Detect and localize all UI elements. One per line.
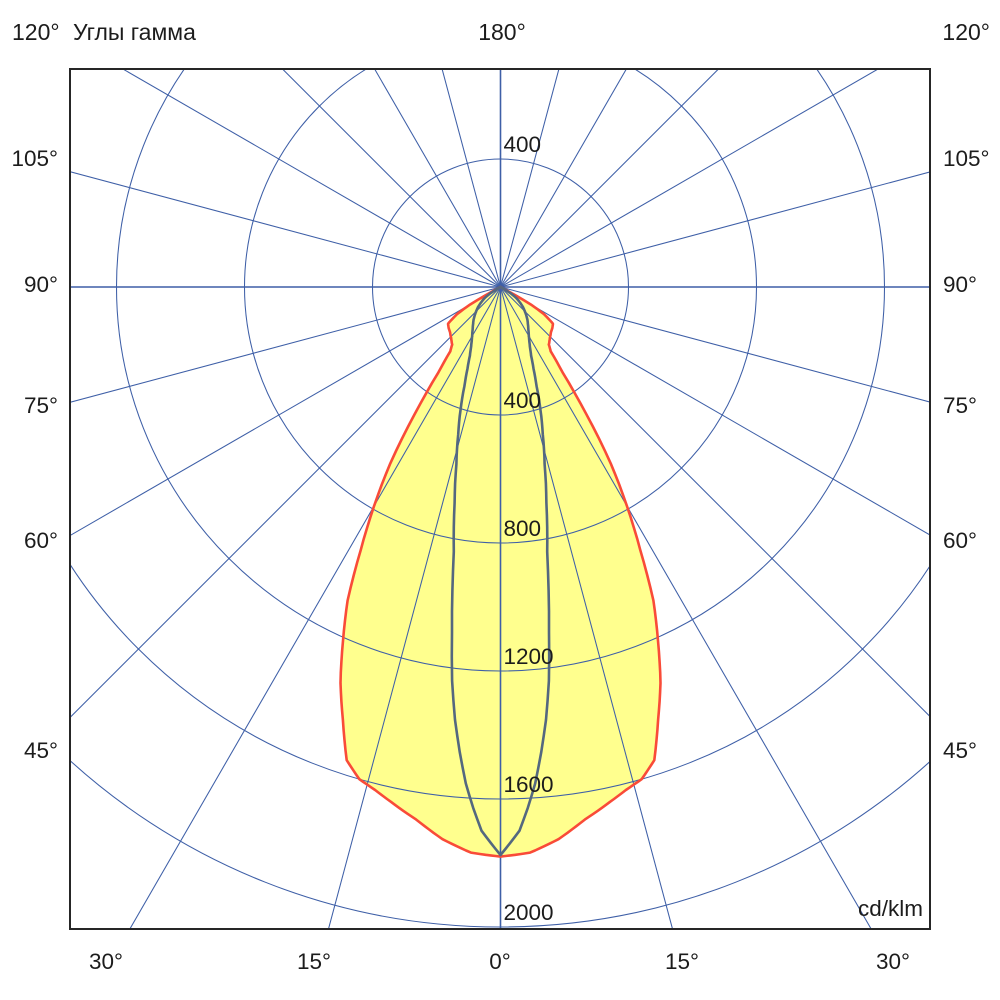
grid-ray [70, 286, 501, 537]
grid-ray [70, 286, 501, 719]
left-angle-label: 60° [24, 528, 58, 553]
right-angle-label: 60° [943, 528, 977, 553]
grid-ray [441, 69, 502, 288]
radial-tick-label: 1200 [504, 644, 554, 669]
grid-ray [281, 69, 501, 288]
grid-ray [500, 286, 930, 403]
top-right-angle-label: 120° [942, 19, 990, 45]
left-angle-label: 75° [24, 393, 58, 418]
right-angle-label: 105° [943, 146, 990, 171]
narrow-beam-curve [450, 285, 551, 857]
left-angle-label: 105° [11, 146, 58, 171]
grid-ray [121, 69, 501, 288]
grid-ray [499, 69, 560, 288]
radial-tick-label: 1600 [504, 772, 554, 797]
radial-tick-label: 400 [504, 388, 542, 413]
grid-ray [500, 69, 720, 288]
bottom-angle-label: 15° [297, 949, 331, 974]
grid-ray [500, 286, 930, 718]
bottom-angle-label: 15° [665, 949, 699, 974]
grid-ray [129, 286, 501, 929]
radial-tick-label: 2000 [504, 900, 554, 925]
left-angle-label: 45° [24, 738, 58, 763]
grid-ray [70, 286, 501, 403]
grid-ray [374, 69, 501, 288]
right-angle-label: 75° [943, 393, 977, 418]
bottom-angle-label: 0° [489, 949, 511, 974]
grid-ray [500, 171, 930, 288]
grid-ray [500, 69, 880, 288]
radial-tick-label: 800 [504, 516, 542, 541]
chart-title: Углы гамма [73, 19, 196, 45]
radial-tick-label-up: 400 [504, 132, 542, 157]
grid-ray [500, 286, 872, 929]
bottom-angle-label: 30° [876, 949, 910, 974]
right-angle-label: 90° [943, 272, 977, 297]
beam-outline [339, 285, 662, 858]
grid-ray [70, 171, 501, 288]
plot-border [69, 68, 931, 930]
grid-ray [499, 286, 674, 929]
left-angle-label: 90° [24, 272, 58, 297]
grid-ray [327, 286, 502, 929]
top-left-angle-label: 120° [12, 19, 60, 45]
unit-label: cd/klm [858, 896, 923, 921]
top-center-angle-label: 180° [478, 19, 526, 45]
bottom-angle-label: 30° [89, 949, 123, 974]
grid-ray [500, 286, 930, 536]
right-angle-label: 45° [943, 738, 977, 763]
grid-ray [500, 69, 627, 288]
